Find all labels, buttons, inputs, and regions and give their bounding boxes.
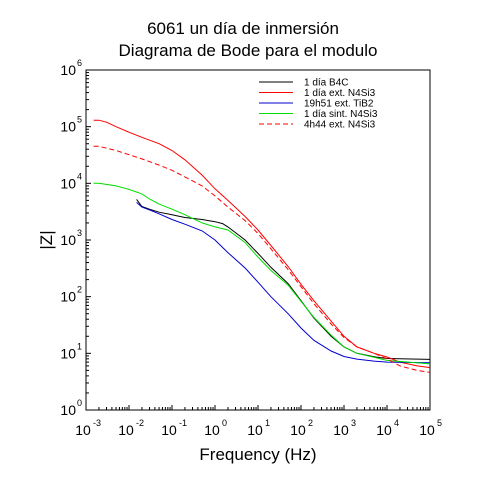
x-axis-label: Frequency (Hz): [199, 445, 316, 464]
y-axis-label: |Z|: [37, 230, 56, 249]
x-tick-label: 10: [75, 422, 91, 438]
y-tick-label: 10: [60, 289, 76, 305]
y-tick-label: 10: [60, 345, 76, 361]
x-tick-exponent: -2: [136, 418, 144, 428]
y-tick-label: 10: [60, 119, 76, 135]
legend-label: 4h44 ext. N4Si3: [304, 120, 376, 131]
x-tick-label: 10: [333, 422, 349, 438]
y-tick-exponent: 0: [77, 398, 82, 408]
x-tick-label: 10: [161, 422, 177, 438]
y-tick-exponent: 3: [77, 228, 82, 238]
x-tick-exponent: -3: [93, 418, 101, 428]
series-line-4: [93, 182, 431, 365]
y-tick-exponent: 4: [77, 171, 82, 181]
plot-frame: [85, 69, 431, 411]
x-tick-exponent: 0: [222, 418, 227, 428]
y-tick-exponent: 1: [77, 341, 82, 351]
x-tick-label: 10: [247, 422, 263, 438]
series-line-3: [136, 202, 431, 364]
y-tick-exponent: 6: [77, 58, 82, 68]
y-tick-exponent: 2: [77, 285, 82, 295]
chart-title: 6061 un día de inmersión: [147, 19, 339, 38]
y-tick-label: 10: [60, 175, 76, 191]
x-tick-label: 10: [376, 422, 392, 438]
x-tick-label: 10: [118, 422, 134, 438]
x-tick-exponent: -1: [179, 418, 187, 428]
x-axis-ticks: 10 -3 10 -2 10 -1 10 0 10 1 10 2 10 3 10 4 10 5: [75, 405, 442, 438]
series-line-5: [93, 145, 431, 373]
y-tick-exponent: 5: [77, 115, 82, 125]
legend-label: 1 día sint. N4Si3: [304, 109, 378, 120]
series-line-2: [93, 119, 431, 369]
x-tick-label: 10: [419, 422, 435, 438]
chart-subtitle: Diagrama de Bode para el modulo: [119, 41, 378, 60]
x-tick-exponent: 2: [308, 418, 313, 428]
x-tick-exponent: 3: [351, 418, 356, 428]
x-tick-exponent: 5: [437, 418, 442, 428]
series-lines: [93, 119, 431, 373]
y-tick-label: 10: [60, 232, 76, 248]
x-tick-exponent: 1: [265, 418, 270, 428]
x-tick-label: 10: [204, 422, 220, 438]
legend-label: 19h51 ext. TiB2: [304, 99, 374, 110]
x-tick-exponent: 4: [394, 418, 399, 428]
y-tick-label: 10: [60, 62, 76, 78]
series-line-1: [136, 199, 431, 360]
y-tick-label: 10: [60, 402, 76, 418]
legend-label: 1 día B4C: [304, 78, 348, 89]
legend-label: 1 día ext. N4Si3: [304, 88, 376, 99]
x-tick-label: 10: [290, 422, 306, 438]
